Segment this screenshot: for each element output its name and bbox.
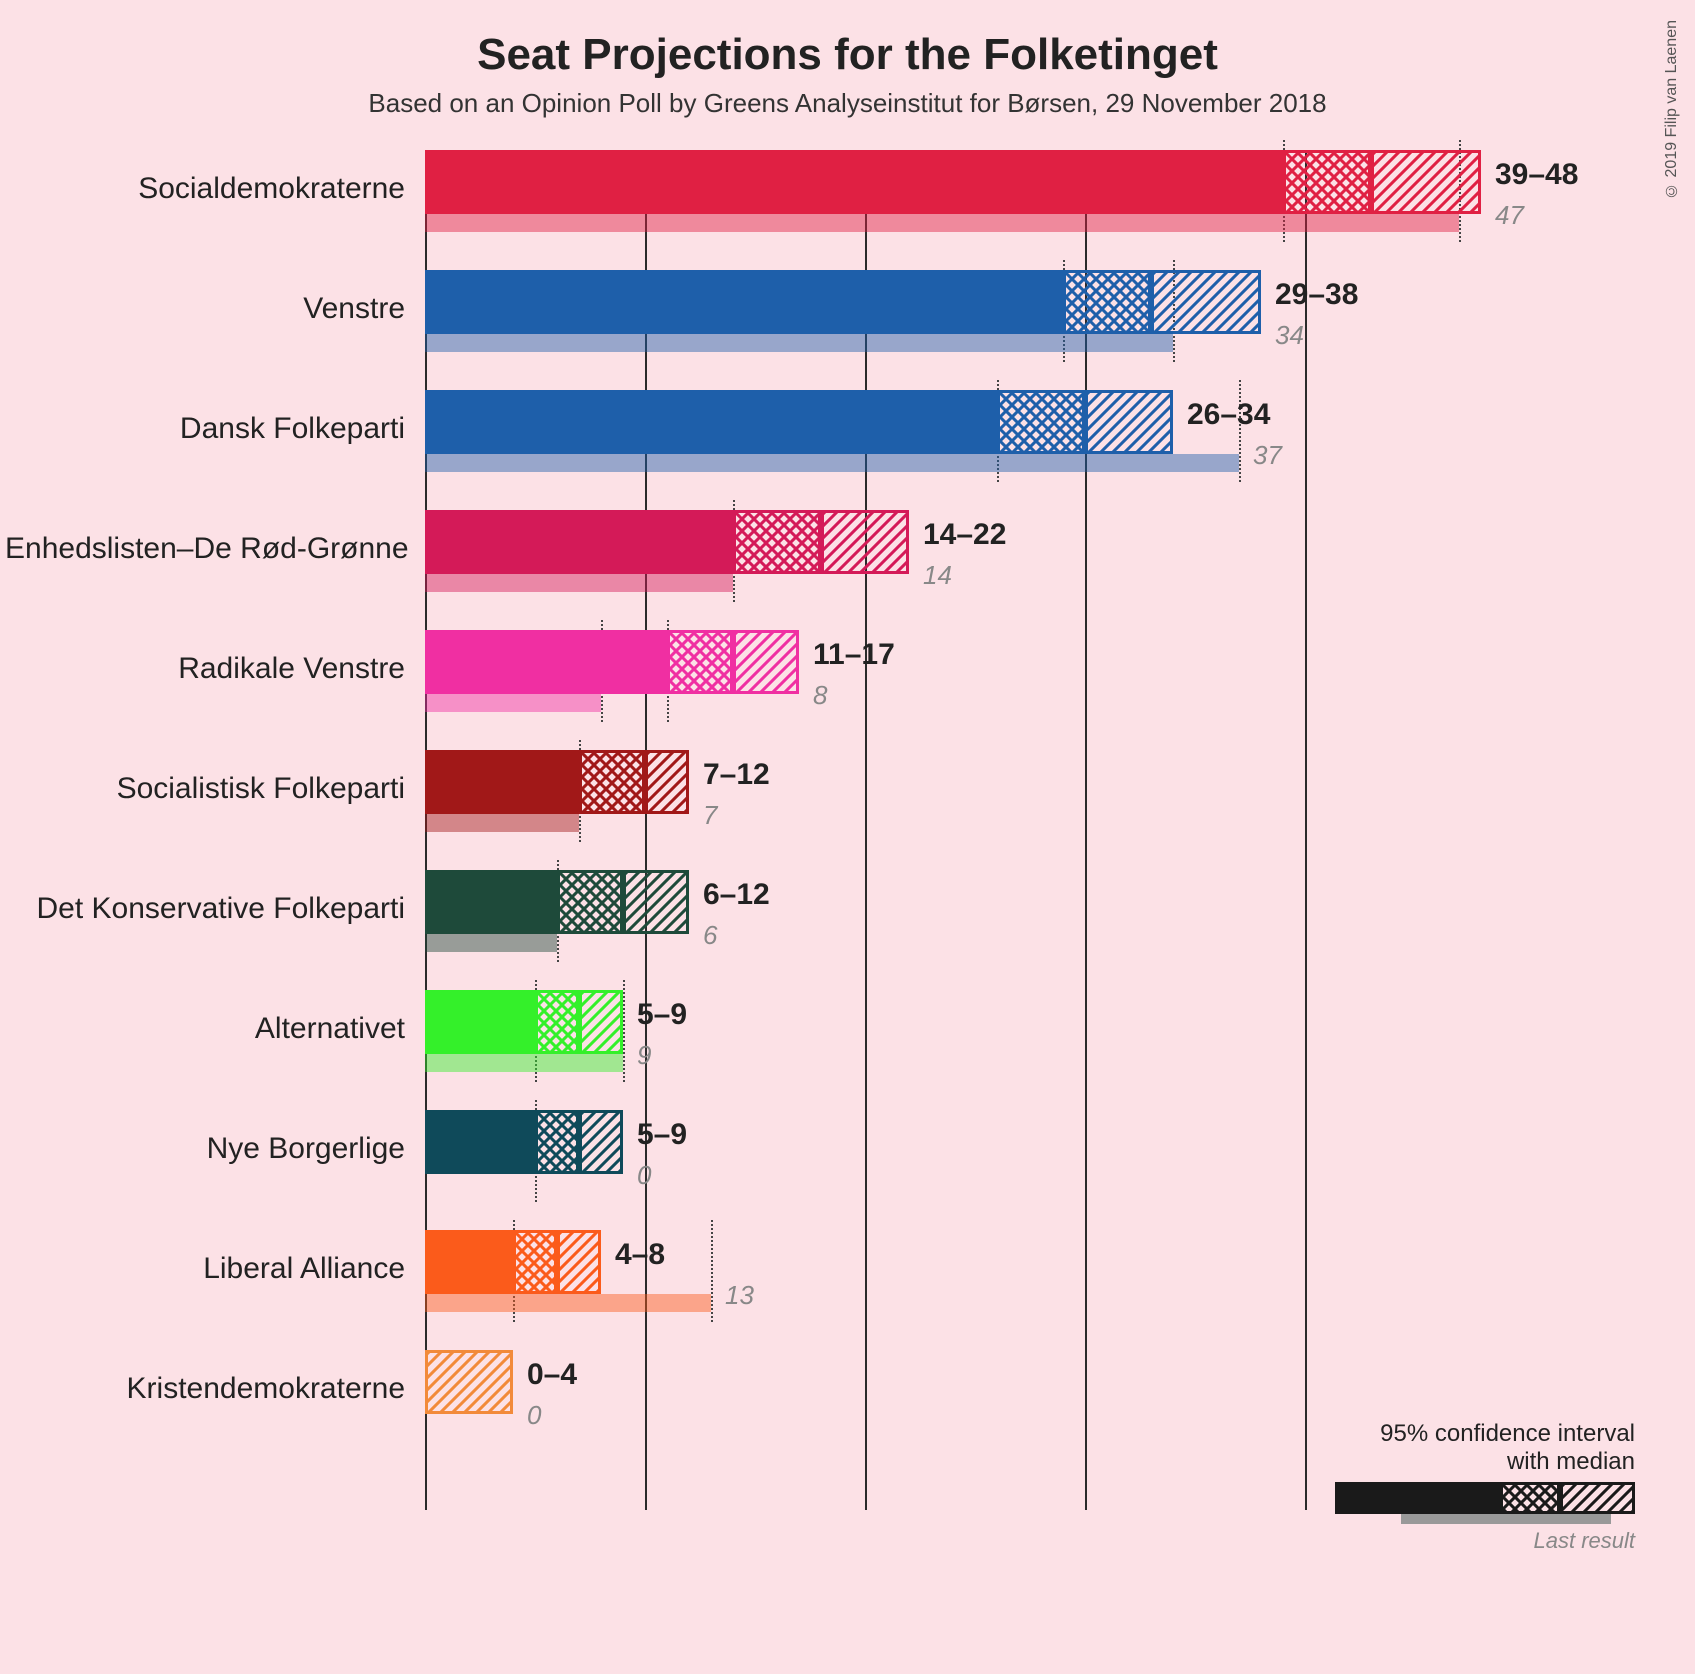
last-result-label: 7 — [703, 800, 717, 831]
bar-ci-low — [425, 870, 557, 934]
range-label: 11–17 — [813, 638, 895, 672]
bar-last-result — [425, 454, 1239, 472]
bar-last-result — [425, 214, 1459, 232]
legend-bar-solid — [1335, 1482, 1500, 1514]
last-result-label: 37 — [1253, 440, 1282, 471]
last-result-label: 13 — [725, 1280, 754, 1311]
last-result-label: 0 — [527, 1400, 541, 1431]
legend-bar-cross — [1500, 1482, 1560, 1514]
legend-last-label: Last result — [1255, 1528, 1635, 1554]
party-name: Radikale Venstre — [5, 652, 405, 686]
party-name: Nye Borgerlige — [5, 1132, 405, 1166]
bar-ci-median-to-high — [579, 990, 623, 1054]
party-name: Socialdemokraterne — [5, 172, 405, 206]
legend-sample — [1255, 1482, 1635, 1524]
party-row: Liberal Alliance4–813 — [425, 1230, 1575, 1350]
party-row: Alternativet5–99 — [425, 990, 1575, 1110]
last-result-label: 47 — [1495, 200, 1524, 231]
bar-ci-low-to-median — [733, 510, 821, 574]
range-label: 14–22 — [923, 518, 1006, 552]
range-label: 0–4 — [527, 1358, 577, 1392]
party-name: Alternativet — [5, 1012, 405, 1046]
party-row: Enhedslisten–De Rød-Grønne14–2214 — [425, 510, 1575, 630]
range-label: 4–8 — [615, 1238, 665, 1272]
bar-ci-low — [425, 150, 1283, 214]
party-name: Det Konservative Folkeparti — [5, 892, 405, 926]
bar-ci-low — [425, 990, 535, 1054]
bar-ci-median-to-high — [821, 510, 909, 574]
range-label: 39–48 — [1495, 158, 1578, 192]
bar-ci-low — [425, 1110, 535, 1174]
legend-bar-diag — [1560, 1482, 1635, 1514]
bar-ci-median-to-high — [557, 1230, 601, 1294]
bar-ci-low-to-median — [557, 870, 623, 934]
last-result-label: 14 — [923, 560, 952, 591]
bar-last-result — [425, 1054, 623, 1072]
legend: 95% confidence interval with median Last… — [1255, 1420, 1635, 1554]
ci-tick — [711, 1220, 713, 1322]
range-label: 5–9 — [637, 998, 687, 1032]
range-label: 6–12 — [703, 878, 770, 912]
last-result-label: 8 — [813, 680, 827, 711]
bar-last-result — [425, 814, 579, 832]
bar-ci-median-to-high — [733, 630, 799, 694]
party-name: Dansk Folkeparti — [5, 412, 405, 446]
bar-last-result — [425, 934, 557, 952]
bar-ci-low — [425, 630, 667, 694]
range-label: 7–12 — [703, 758, 770, 792]
bar-ci-median-to-high — [1085, 390, 1173, 454]
bar-ci-low — [425, 270, 1063, 334]
bar-ci-median-to-high — [1151, 270, 1261, 334]
chart-title: Seat Projections for the Folketinget — [0, 0, 1695, 80]
bar-ci-median-to-high — [579, 1110, 623, 1174]
party-row: Radikale Venstre11–178 — [425, 630, 1575, 750]
bar-ci-low-to-median — [997, 390, 1085, 454]
last-result-label: 9 — [637, 1040, 651, 1071]
bar-ci-low — [425, 750, 579, 814]
party-row: Socialistisk Folkeparti7–127 — [425, 750, 1575, 870]
legend-line-1: 95% confidence interval — [1255, 1420, 1635, 1448]
bar-ci-median-to-high — [425, 1350, 513, 1414]
legend-last-bar — [1401, 1514, 1611, 1524]
bar-ci-low-to-median — [1063, 270, 1151, 334]
bar-last-result — [425, 334, 1173, 352]
last-result-label: 0 — [637, 1160, 651, 1191]
last-result-label: 6 — [703, 920, 717, 951]
bar-last-result — [425, 574, 733, 592]
bar-ci-low — [425, 1230, 513, 1294]
party-row: Socialdemokraterne39–4847 — [425, 150, 1575, 270]
bar-ci-low — [425, 510, 733, 574]
party-name: Liberal Alliance — [5, 1252, 405, 1286]
legend-line-2: with median — [1255, 1448, 1635, 1476]
party-name: Socialistisk Folkeparti — [5, 772, 405, 806]
bar-ci-low-to-median — [667, 630, 733, 694]
party-row: Det Konservative Folkeparti6–126 — [425, 870, 1575, 990]
chart-subtitle: Based on an Opinion Poll by Greens Analy… — [0, 80, 1695, 119]
party-row: Dansk Folkeparti26–3437 — [425, 390, 1575, 510]
bar-ci-median-to-high — [645, 750, 689, 814]
bar-ci-low-to-median — [535, 990, 579, 1054]
party-name: Kristendemokraterne — [5, 1372, 405, 1406]
seat-projection-chart: Socialdemokraterne39–4847Venstre29–3834D… — [425, 150, 1575, 1550]
credit-text: © 2019 Filip van Laenen — [1663, 20, 1681, 199]
bar-ci-median-to-high — [1371, 150, 1481, 214]
range-label: 5–9 — [637, 1118, 687, 1152]
bar-ci-low-to-median — [535, 1110, 579, 1174]
party-name: Enhedslisten–De Rød-Grønne — [5, 532, 405, 566]
bar-ci-median-to-high — [623, 870, 689, 934]
bar-ci-low — [425, 390, 997, 454]
range-label: 29–38 — [1275, 278, 1358, 312]
bar-last-result — [425, 1294, 711, 1312]
bar-last-result — [425, 694, 601, 712]
bar-ci-low-to-median — [579, 750, 645, 814]
party-row: Venstre29–3834 — [425, 270, 1575, 390]
party-row: Nye Borgerlige5–90 — [425, 1110, 1575, 1230]
last-result-label: 34 — [1275, 320, 1304, 351]
range-label: 26–34 — [1187, 398, 1270, 432]
party-name: Venstre — [5, 292, 405, 326]
ci-tick — [623, 980, 625, 1082]
bar-ci-low-to-median — [513, 1230, 557, 1294]
bar-ci-low-to-median — [1283, 150, 1371, 214]
